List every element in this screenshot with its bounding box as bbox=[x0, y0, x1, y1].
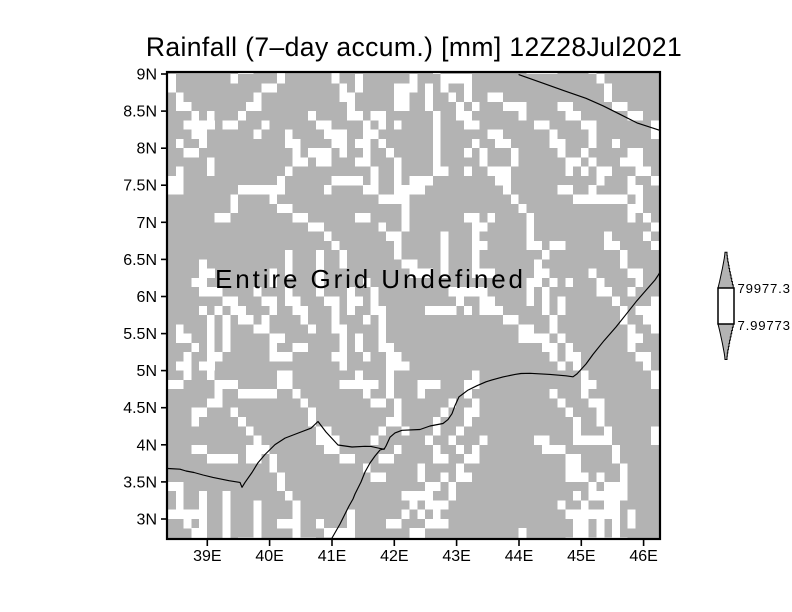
svg-text:79977.3: 79977.3 bbox=[738, 281, 791, 296]
svg-text:44E: 44E bbox=[505, 548, 533, 565]
svg-text:42E: 42E bbox=[380, 548, 408, 565]
svg-text:4.5N: 4.5N bbox=[123, 400, 157, 417]
svg-text:Entire Grid Undefined: Entire Grid Undefined bbox=[215, 264, 526, 294]
svg-text:3N: 3N bbox=[137, 512, 157, 529]
svg-text:7.5N: 7.5N bbox=[123, 178, 157, 195]
svg-text:41E: 41E bbox=[318, 548, 346, 565]
svg-text:6N: 6N bbox=[137, 289, 157, 306]
svg-text:40E: 40E bbox=[255, 548, 283, 565]
svg-text:4N: 4N bbox=[137, 437, 157, 454]
svg-text:46E: 46E bbox=[629, 548, 657, 565]
svg-text:9N: 9N bbox=[137, 67, 157, 84]
svg-text:5N: 5N bbox=[137, 363, 157, 380]
svg-text:45E: 45E bbox=[567, 548, 595, 565]
svg-text:7N: 7N bbox=[137, 215, 157, 232]
svg-text:6.5N: 6.5N bbox=[123, 252, 157, 269]
svg-text:43E: 43E bbox=[442, 548, 470, 565]
svg-text:3.5N: 3.5N bbox=[123, 474, 157, 491]
svg-text:5.5N: 5.5N bbox=[123, 326, 157, 343]
svg-text:8.5N: 8.5N bbox=[123, 104, 157, 121]
svg-text:39E: 39E bbox=[193, 548, 221, 565]
svg-text:Rainfall (7–day accum.) [mm] 1: Rainfall (7–day accum.) [mm] 12Z28Jul202… bbox=[146, 32, 682, 62]
svg-text:7.99773: 7.99773 bbox=[738, 318, 791, 333]
svg-text:8N: 8N bbox=[137, 141, 157, 158]
